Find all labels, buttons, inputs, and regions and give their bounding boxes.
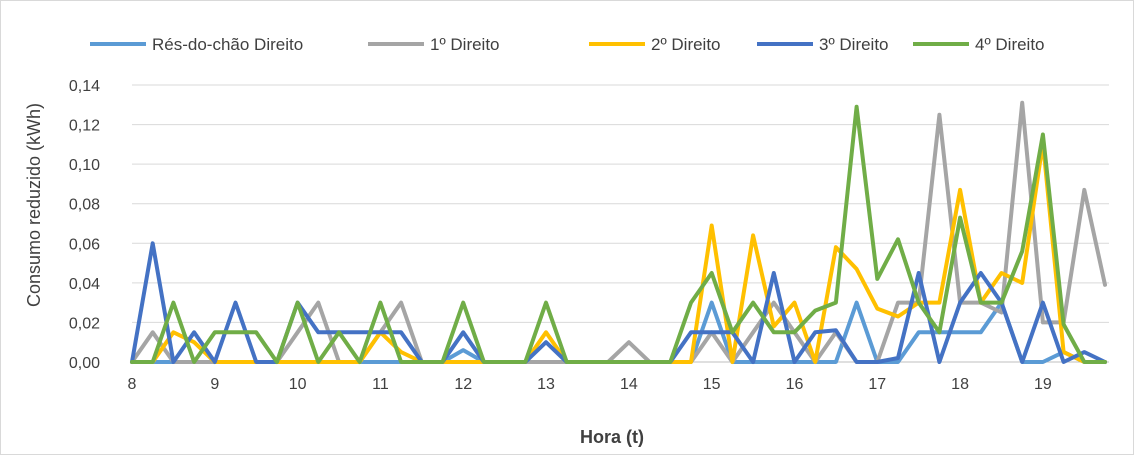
x-tick-label: 16 [786,376,804,393]
legend-label: 2º Direito [651,35,721,54]
legend-item-3: 2º Direito [589,35,721,54]
x-tick-label: 11 [372,376,389,393]
y-tick-label: 0,00 [69,355,100,372]
y-axis-ticks: 0,00 0,02 0,04 0,06 0,08 0,10 0,12 0,14 [69,78,100,372]
y-tick-label: 0,08 [69,197,100,214]
y-tick-label: 0,14 [69,78,100,95]
y-axis-title: Consumo reduzido (kWh) [24,103,44,307]
legend-item-4: 3º Direito [757,35,889,54]
series-line-2 [130,100,1107,364]
y-tick-label: 0,12 [69,118,100,135]
x-tick-label: 15 [703,376,721,393]
series-line-5 [130,104,1107,364]
legend-item-5: 4º Direito [913,35,1045,54]
series-lines [130,100,1107,364]
x-tick-label: 18 [951,376,969,393]
x-tick-label: 12 [454,376,472,393]
legend-item-1: Rés-do-chão Direito [90,35,303,54]
x-tick-label: 19 [1034,376,1052,393]
legend-label: Rés-do-chão Direito [152,35,303,54]
x-tick-label: 17 [868,376,886,393]
x-tick-label: 10 [289,376,307,393]
legend: Rés-do-chão Direito 1º Direito 2º Direito 3… [90,35,1045,54]
y-tick-label: 0,04 [69,276,100,293]
x-axis-ticks: 8 9 10 11 12 13 14 15 16 17 18 19 [128,376,1052,393]
legend-label: 4º Direito [975,35,1045,54]
x-tick-label: 14 [620,376,638,393]
y-tick-label: 0,02 [69,315,100,332]
x-axis-title: Hora (t) [580,427,644,447]
y-tick-label: 0,10 [69,157,100,174]
legend-label: 3º Direito [819,35,889,54]
x-tick-label: 13 [537,376,555,393]
x-tick-label: 9 [210,376,219,393]
legend-item-2: 1º Direito [368,35,500,54]
x-tick-label: 8 [128,376,137,393]
y-tick-label: 0,06 [69,236,100,253]
legend-label: 1º Direito [430,35,500,54]
